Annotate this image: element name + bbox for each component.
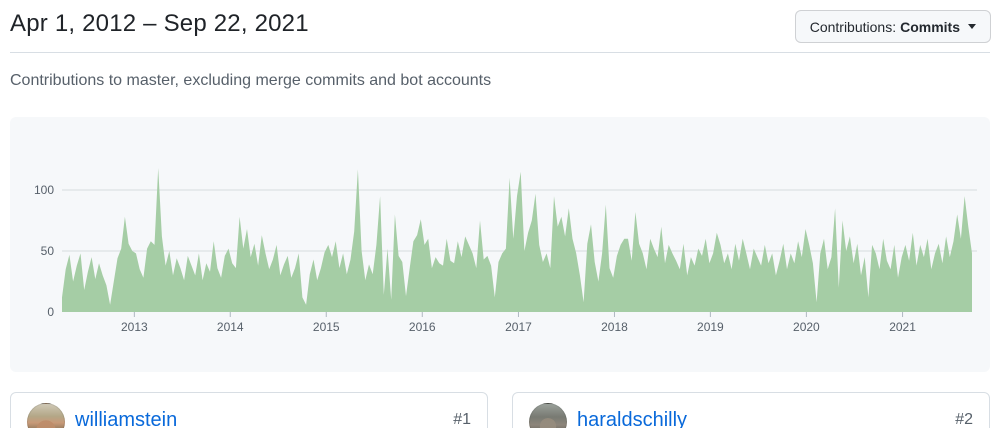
x-axis-label-2018: 2018 <box>601 320 628 334</box>
y-axis-label-100: 100 <box>34 183 54 197</box>
contributions-area-chart: 0 50 100 2013 2014 2015 2016 2017 2018 2019 2020 20… <box>34 168 977 334</box>
x-axis-label-2019: 2019 <box>697 320 724 334</box>
contributor-username-link[interactable]: haraldschilly <box>577 409 688 428</box>
contributor-avatar[interactable] <box>27 403 65 428</box>
contributor-avatar[interactable] <box>529 403 567 428</box>
x-axis-label-2013: 2013 <box>121 320 148 334</box>
x-axis-label-2017: 2017 <box>505 320 532 334</box>
dropdown-caret-icon <box>968 24 976 29</box>
x-axis-label-2014: 2014 <box>217 320 244 334</box>
contributor-card: haraldschilly #2 <box>512 392 990 428</box>
contributor-card: williamstein #1 <box>10 392 488 428</box>
title-divider <box>10 52 990 53</box>
x-axis-label-2020: 2020 <box>793 320 820 334</box>
filter-label: Contributions: <box>809 18 897 35</box>
page-title: Apr 1, 2012 – Sep 22, 2021 <box>10 10 309 37</box>
y-axis-label-0: 0 <box>47 305 54 319</box>
x-axis-label-2021: 2021 <box>889 320 916 334</box>
x-axis-label-2015: 2015 <box>313 320 340 334</box>
x-axis-label-2016: 2016 <box>409 320 436 334</box>
contributor-rank-badge: #1 <box>453 411 471 428</box>
y-axis-label-50: 50 <box>41 244 55 258</box>
contributor-username-link[interactable]: williamstein <box>75 409 178 428</box>
contributor-rank-badge: #2 <box>955 411 973 428</box>
contributor-cards-row: williamstein #1 haraldschilly #2 <box>10 392 990 428</box>
filter-value: Commits <box>900 18 960 35</box>
contributions-filter-dropdown[interactable]: Contributions: Commits <box>794 10 991 43</box>
contributions-chart-panel: 0 50 100 2013 2014 2015 2016 2017 2018 2019 2020 20… <box>10 117 990 372</box>
commits-area-series <box>62 168 972 312</box>
chart-subtitle: Contributions to master, excluding merge… <box>10 72 492 89</box>
